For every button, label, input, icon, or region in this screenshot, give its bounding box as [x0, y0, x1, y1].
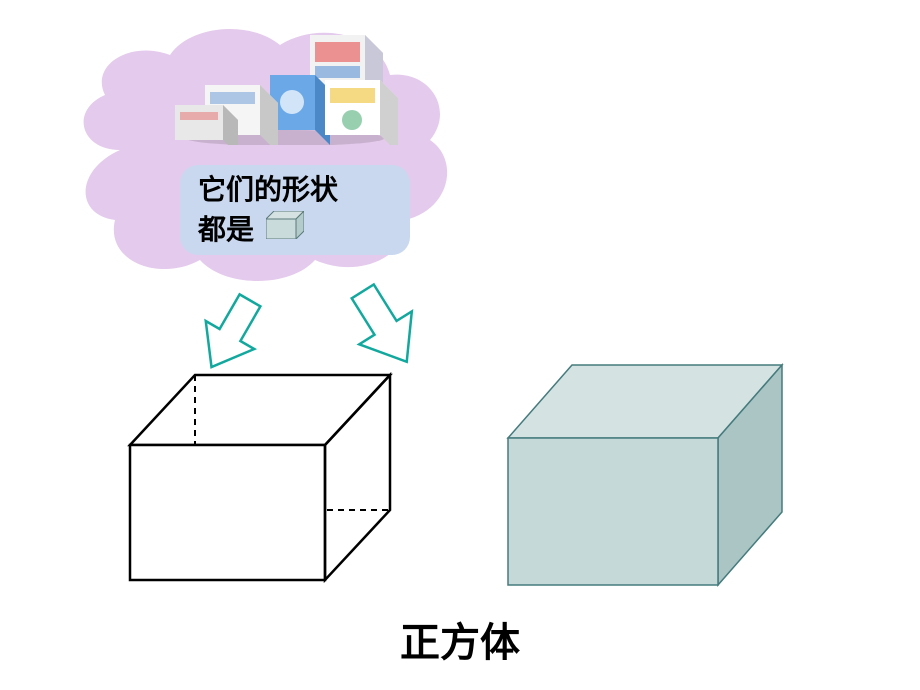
bottom-label: 正方体 [0, 610, 920, 668]
product-boxes-icon [170, 30, 400, 145]
text-line-2-text: 都是 [198, 208, 254, 248]
arrow-left-icon [190, 290, 270, 380]
text-line-2: 都是 [198, 208, 392, 248]
cube-shaded [500, 360, 790, 590]
mini-cube-icon [266, 211, 304, 246]
cloud-container: 它们的形状 都是 [60, 10, 460, 290]
text-line-1: 它们的形状 [198, 172, 392, 208]
text-bubble: 它们的形状 都是 [180, 165, 410, 255]
cube-wireframe [120, 370, 400, 590]
arrow-right-icon [340, 280, 430, 375]
